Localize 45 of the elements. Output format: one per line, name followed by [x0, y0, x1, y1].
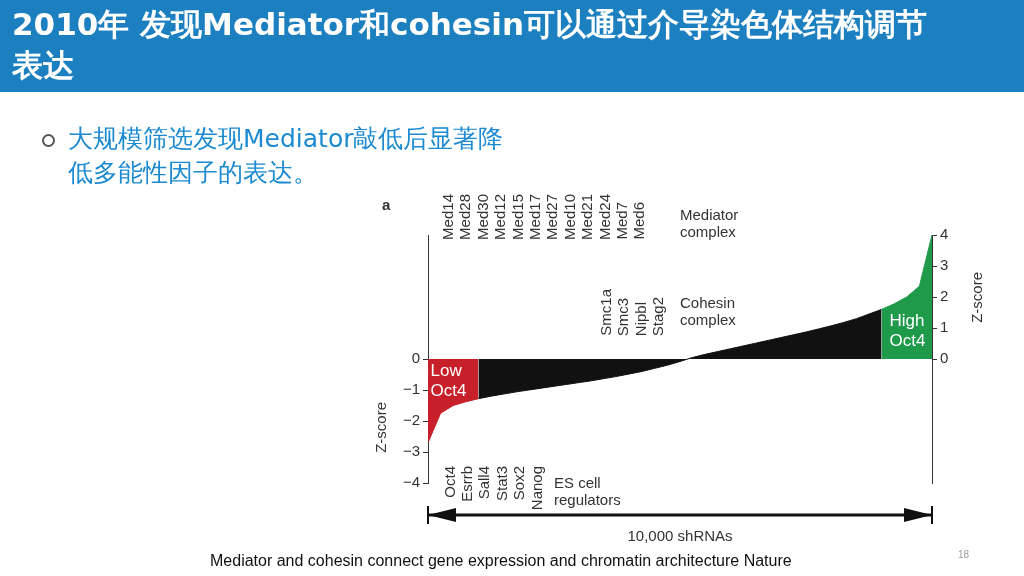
y-tick-label: −4 [402, 473, 420, 491]
text: a [382, 196, 391, 213]
annotation: Smc1a [596, 288, 614, 336]
y2-tick-label: 0 [940, 349, 949, 367]
y-tick-label: −2 [402, 411, 420, 429]
y2-tick-label: 4 [940, 225, 949, 243]
chart-subtitle: 大规模筛选发现Mediator敲低后显著降低多能性因子的表达。 [68, 123, 505, 189]
annotation: Med7 [612, 201, 630, 240]
annotation: Mediator complex [680, 205, 740, 240]
y-axis-title: Z-score [371, 401, 389, 453]
annotation: Med15 [508, 193, 526, 240]
chart-title: 2010年 发现Mediator和cohesin可以通过介导染色体结构调节表达 [12, 5, 928, 85]
annotation: Oct4 [440, 465, 458, 498]
annotation: Med28 [456, 193, 474, 240]
x-axis-title: 10,000 shRNAs [627, 527, 733, 544]
annotation: Nipbl [631, 301, 649, 336]
annotation: Smc3 [614, 297, 632, 337]
annotation: Esrrb [457, 465, 475, 502]
y2-axis-title: Z-score [967, 271, 985, 323]
annotation: Med17 [526, 193, 544, 240]
annotation: Med27 [543, 193, 561, 240]
annotation: Med14 [439, 193, 457, 240]
annotation: ES cell regulators [554, 473, 622, 508]
annotation: Sox2 [510, 465, 528, 501]
y2-tick-label: 2 [940, 287, 949, 305]
annotation: Med21 [578, 193, 596, 240]
annotation: Low Oct4 [430, 360, 468, 401]
annotation: Med24 [595, 193, 613, 240]
annotation: High Oct4 [889, 310, 927, 351]
y-tick-label: 0 [411, 349, 420, 367]
annotation: Sall4 [475, 465, 493, 500]
y-tick-label: −3 [402, 442, 420, 460]
y2-tick-label: 3 [940, 256, 949, 274]
annotation: Med12 [491, 193, 509, 240]
annotation: Nanog [527, 465, 545, 511]
y2-tick-label: 1 [940, 318, 949, 336]
annotation: Stat3 [492, 465, 510, 501]
text: 18 [958, 548, 970, 561]
annotation: Med6 [630, 201, 648, 240]
text: Mediator and cohesin connect gene expression and chromatin architecture Nature [210, 551, 792, 570]
annotation: Stag2 [649, 296, 666, 336]
y-tick-label: −1 [402, 380, 420, 398]
annotation: Cohesin complex [680, 293, 737, 328]
annotation: Med10 [560, 193, 578, 240]
annotation: Med30 [473, 193, 491, 240]
